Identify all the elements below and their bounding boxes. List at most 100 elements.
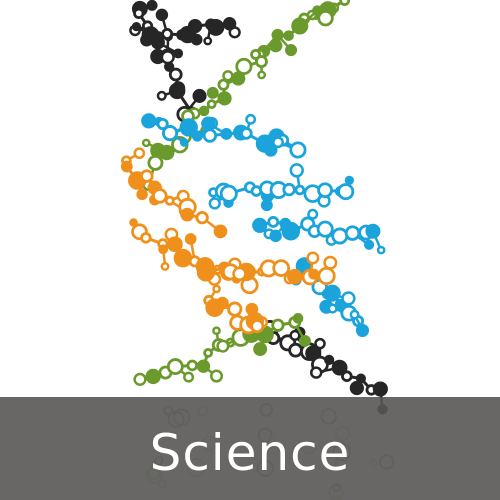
atom-node	[133, 147, 146, 160]
caption-bar: Science	[0, 397, 500, 500]
atom-node	[160, 50, 175, 65]
atom-node	[341, 370, 353, 383]
atom-node	[245, 302, 259, 316]
atom-node	[289, 163, 304, 178]
atom-node	[355, 323, 370, 338]
atom-node	[272, 259, 291, 277]
atom-node	[264, 143, 278, 157]
atom-node	[308, 268, 320, 280]
atom-node	[267, 216, 280, 228]
atom-node	[220, 128, 233, 140]
atom-node	[269, 39, 283, 53]
atom-node	[344, 175, 354, 185]
atom-node	[145, 368, 161, 385]
atom-node	[153, 31, 164, 42]
atom-node	[158, 244, 169, 255]
atom-node	[365, 223, 381, 239]
atom-node	[120, 160, 133, 173]
atom-node	[323, 255, 338, 270]
atom-node	[219, 184, 238, 203]
atom-node	[314, 337, 326, 350]
atom-node	[283, 30, 294, 41]
atom-node	[317, 9, 334, 27]
atom-node	[196, 263, 216, 282]
atom-node	[217, 91, 232, 106]
atom-node	[212, 284, 221, 294]
atom-node	[317, 182, 333, 199]
orange-strand	[120, 147, 338, 335]
atom-node	[292, 313, 304, 324]
atom-node	[216, 339, 230, 353]
atom-node	[231, 71, 246, 86]
atom-node	[344, 225, 361, 241]
atom-node	[250, 319, 265, 334]
atom-node	[186, 359, 199, 372]
atom-node	[198, 105, 210, 117]
atom-node	[184, 233, 197, 245]
atom-node	[331, 359, 348, 376]
atom-node	[161, 28, 174, 40]
atom-node	[156, 118, 169, 131]
atom-node	[281, 221, 301, 241]
atom-node	[376, 245, 386, 255]
atom-node	[269, 229, 282, 243]
atom-node	[349, 309, 360, 320]
atom-node	[212, 301, 223, 311]
atom-node	[173, 48, 184, 59]
atom-node	[323, 284, 341, 302]
atom-node	[155, 8, 169, 22]
atom-node	[327, 303, 338, 314]
atom-node	[324, 354, 335, 365]
atom-node	[140, 169, 154, 183]
atom-node	[255, 55, 268, 68]
atom-node	[337, 183, 355, 201]
atom-node	[316, 220, 334, 238]
atom-node	[282, 182, 296, 197]
atom-node	[131, 21, 142, 32]
atom-node	[160, 261, 170, 271]
atom-node	[146, 0, 158, 11]
atom-node	[147, 154, 164, 171]
atom-node	[271, 318, 285, 332]
atom-node	[173, 248, 193, 268]
atom-node	[222, 70, 234, 82]
atom-node	[217, 78, 230, 91]
atom-node	[272, 136, 284, 149]
atom-node	[206, 86, 219, 99]
atom-node	[309, 366, 323, 379]
atom-node	[203, 348, 213, 358]
atom-node	[291, 17, 309, 35]
atom-node	[161, 125, 179, 142]
atom-node	[136, 188, 148, 201]
atom-node	[196, 359, 211, 373]
atom-node	[212, 326, 221, 336]
atom-node	[133, 372, 147, 386]
atom-node	[166, 358, 184, 376]
atom-node	[201, 116, 216, 131]
caption-label: Science	[149, 423, 351, 482]
atom-node	[180, 207, 195, 222]
atom-node	[191, 130, 203, 142]
atom-node	[339, 0, 351, 6]
atom-node	[151, 188, 168, 204]
atom-node	[331, 227, 349, 245]
atom-node	[289, 141, 307, 159]
atom-node	[252, 217, 268, 233]
atom-node	[349, 380, 364, 396]
atom-node	[141, 113, 157, 129]
atom-node	[355, 373, 366, 384]
atom-node	[372, 381, 388, 397]
atom-node	[257, 70, 267, 80]
atom-node	[183, 371, 195, 383]
atom-node	[287, 268, 303, 285]
atom-node	[298, 334, 311, 347]
atom-node	[133, 7, 145, 19]
atom-node	[271, 28, 284, 42]
atom-node	[240, 127, 253, 140]
atom-node	[288, 342, 303, 358]
atom-node	[164, 195, 175, 206]
atom-node	[289, 329, 301, 342]
atom-node	[232, 266, 247, 282]
atom-node	[227, 301, 243, 317]
